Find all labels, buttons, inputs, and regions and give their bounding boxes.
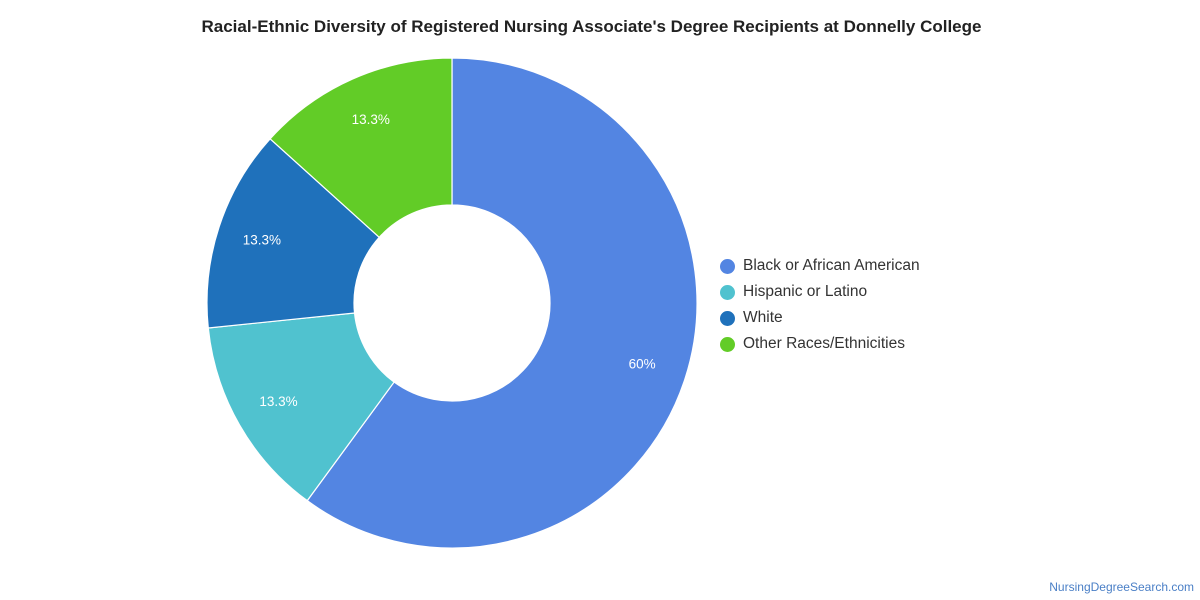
slice-value-label: 60% — [629, 357, 656, 372]
legend-label: Hispanic or Latino — [743, 283, 868, 300]
legend-label: Black or African American — [743, 257, 920, 274]
legend-marker-icon — [720, 258, 735, 274]
legend-label: Other Races/Ethnicities — [743, 335, 905, 352]
legend-item: White — [720, 305, 920, 331]
slice-value-label: 13.3% — [259, 394, 297, 409]
chart-legend: Black or African American Hispanic or Lat… — [720, 253, 920, 357]
chart-title: Racial-Ethnic Diversity of Registered Nu… — [201, 17, 982, 36]
legend-item: Other Races/Ethnicities — [720, 331, 920, 357]
slice-value-label: 13.3% — [243, 232, 281, 247]
slice-value-label: 13.3% — [352, 112, 390, 127]
legend-marker-icon — [720, 310, 735, 326]
donut-slice-black-or-african-american — [306, 57, 698, 549]
donut-slice-white — [206, 137, 381, 329]
donut-slice-other-races-ethnicities — [269, 57, 453, 239]
legend-item: Hispanic or Latino — [720, 279, 920, 305]
legend-label: White — [743, 309, 783, 326]
legend-marker-icon — [720, 336, 735, 352]
legend-item: Black or African American — [720, 253, 920, 279]
source-link[interactable]: NursingDegreeSearch.com — [1049, 580, 1194, 594]
legend-marker-icon — [720, 284, 735, 300]
donut-slice-hispanic-or-latino — [207, 312, 395, 502]
